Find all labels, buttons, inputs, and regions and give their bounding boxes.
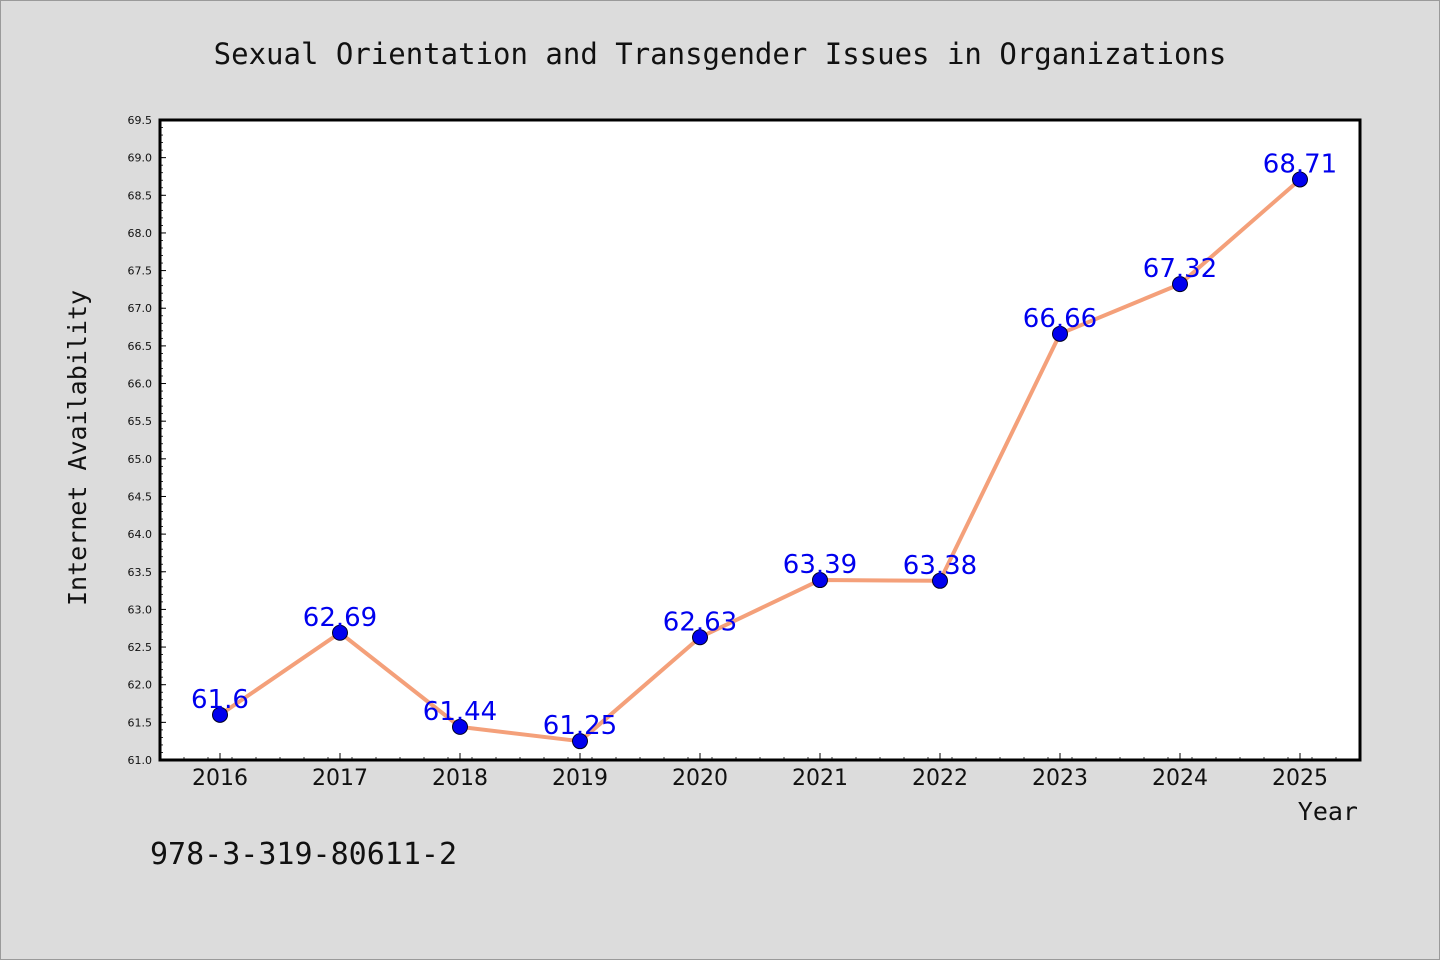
chart-title: Sexual Orientation and Transgender Issue… [214, 37, 1227, 71]
x-tick-label: 2017 [312, 766, 368, 791]
x-tick-label: 2023 [1032, 766, 1088, 791]
data-point [572, 733, 588, 750]
plot-area [160, 120, 1360, 760]
y-axis-label: Internet Availability [63, 290, 92, 606]
series-line [218, 177, 1302, 744]
data-point [452, 718, 468, 735]
data-label: 67.32 [1143, 254, 1217, 284]
data-point [1292, 171, 1308, 188]
data-point [332, 624, 348, 641]
y-tick-label: 65.0 [128, 453, 153, 466]
y-tick-label: 67.0 [128, 302, 153, 315]
x-tick-label: 2022 [912, 766, 968, 791]
data-point [932, 572, 948, 589]
data-point [812, 572, 828, 589]
y-tick-label: 64.5 [128, 490, 153, 503]
data-label: 61.44 [423, 697, 497, 727]
data-label: 61.6 [191, 685, 249, 715]
data-label: 66.66 [1023, 304, 1097, 334]
data-point [692, 629, 708, 646]
y-tick-label: 66.5 [128, 340, 153, 353]
data-label: 68.71 [1263, 149, 1337, 179]
y-tick-label: 69.0 [128, 152, 153, 165]
y-tick-label: 61.5 [128, 716, 153, 729]
x-axis-label: Year [1298, 797, 1358, 826]
y-tick-label: 64.0 [128, 528, 153, 541]
y-tick-label: 69.5 [128, 114, 153, 127]
y-tick-label: 63.0 [128, 603, 153, 616]
x-tick-label: 2025 [1272, 766, 1328, 791]
y-tick-label: 62.0 [128, 679, 153, 692]
plot-border [158, 118, 1362, 762]
data-point [212, 706, 228, 723]
y-tick-label: 61.0 [128, 754, 153, 767]
y-tick-label: 65.5 [128, 415, 153, 428]
data-label: 61.25 [543, 711, 617, 741]
x-axis: 2016 2017 2018 2019 2020 2021 2022 2023 2024 2025 [159, 753, 1337, 791]
y-tick-label: 68.0 [128, 227, 153, 240]
data-label: 62.69 [303, 603, 377, 633]
y-tick-label: 66.0 [128, 378, 153, 391]
y-tick-label: 62.5 [128, 641, 153, 654]
data-point [1172, 276, 1188, 293]
data-label: 62.63 [663, 607, 737, 637]
y-tick-label: 68.5 [128, 189, 153, 202]
x-tick-label: 2016 [192, 766, 248, 791]
x-tick-label: 2024 [1152, 766, 1208, 791]
x-tick-label: 2018 [432, 766, 488, 791]
isbn-footer-text: 978-3-319-80611-2 [150, 837, 457, 872]
series-layer: 61.6 62.69 61.44 61.25 62.63 63.39 63.38 66.66 6… [191, 149, 1337, 750]
x-tick-label: 2021 [792, 766, 848, 791]
data-label: 63.39 [783, 550, 857, 580]
x-tick-label: 2019 [552, 766, 608, 791]
y-tick-label: 63.5 [128, 566, 153, 579]
data-label: 63.38 [903, 551, 977, 581]
y-tick-label: 67.5 [128, 265, 153, 278]
data-point [1052, 325, 1068, 342]
x-tick-label: 2020 [672, 766, 728, 791]
